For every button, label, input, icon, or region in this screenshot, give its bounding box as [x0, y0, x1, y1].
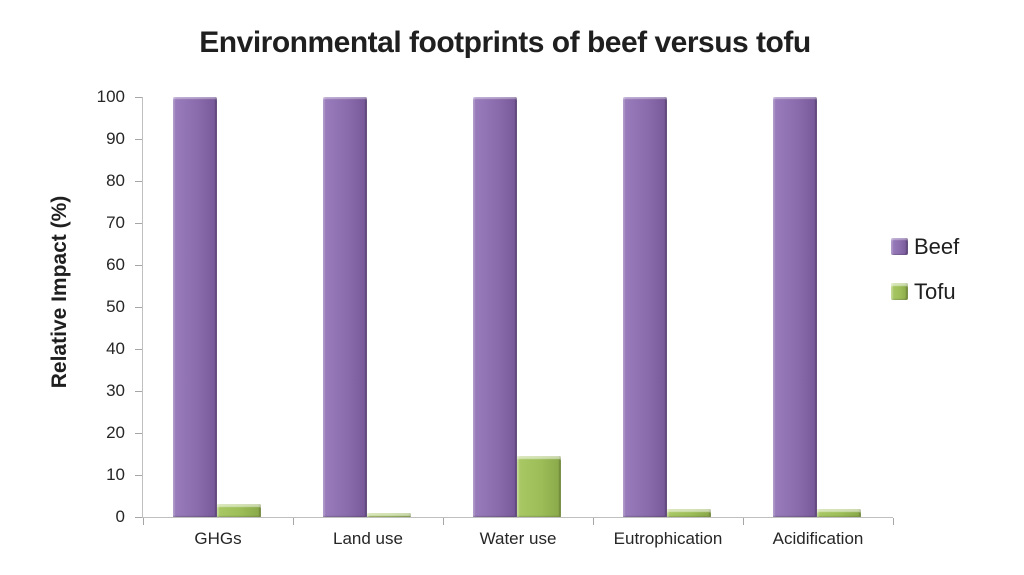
- category-group: [443, 97, 593, 517]
- legend-swatch-beef-icon: [891, 238, 908, 255]
- legend-label: Tofu: [914, 279, 956, 304]
- category-label: Land use: [333, 529, 403, 548]
- y-axis-tick: [135, 222, 142, 224]
- y-tick-label: 60: [106, 255, 125, 274]
- y-tick-label: 100: [96, 87, 125, 106]
- category-group: [143, 97, 293, 517]
- x-axis-tick: [442, 518, 444, 525]
- y-axis-tick: [135, 390, 142, 392]
- category-group: [743, 97, 893, 517]
- legend-item-tofu: Tofu: [891, 279, 959, 304]
- beef-bar: [773, 97, 817, 517]
- y-tick-label: 0: [115, 507, 125, 526]
- beef-bar: [323, 97, 367, 517]
- category-group: [293, 97, 443, 517]
- beef-bar: [623, 97, 667, 517]
- tofu-bar: [517, 456, 561, 517]
- category-label: GHGs: [194, 529, 242, 548]
- tofu-bar: [367, 513, 411, 517]
- legend-swatch-tofu-icon: [891, 283, 908, 300]
- y-tick-label: 80: [106, 171, 125, 190]
- y-axis-tick: [135, 348, 142, 350]
- y-tick-label: 90: [106, 129, 125, 148]
- y-tick-label: 10: [106, 465, 125, 484]
- category-label: Eutrophication: [613, 529, 723, 548]
- category-group: [593, 97, 743, 517]
- legend: Beef Tofu: [891, 234, 960, 328]
- y-axis-tick: [135, 474, 142, 476]
- beef-bar: [473, 97, 517, 517]
- x-axis-line: [142, 517, 893, 518]
- chart-title: Environmental footprints of beef versus …: [199, 26, 811, 59]
- y-tick-label: 70: [106, 213, 125, 232]
- x-axis-tick: [892, 518, 894, 525]
- y-axis-tick: [135, 264, 142, 266]
- tofu-bar: [817, 509, 861, 517]
- y-axis-tick: [135, 96, 142, 98]
- y-axis-tick: [135, 306, 142, 308]
- category-label: Acidification: [772, 529, 864, 548]
- y-axis-tick: [135, 180, 142, 182]
- x-axis-tick: [292, 518, 294, 525]
- y-axis-tick: [135, 138, 142, 140]
- y-axis-tick: [135, 432, 142, 434]
- y-tick-label: 20: [106, 423, 125, 442]
- legend-item-beef: Beef: [891, 234, 960, 259]
- y-tick-label: 40: [106, 339, 125, 358]
- category-label: Water use: [479, 529, 557, 548]
- plot-area: [135, 96, 894, 525]
- tofu-bar: [667, 509, 711, 517]
- tofu-bar: [217, 504, 261, 517]
- legend-label: Beef: [914, 234, 960, 259]
- y-axis-line: [142, 97, 143, 518]
- x-axis-tick: [742, 518, 744, 525]
- x-axis-tick: [142, 518, 144, 525]
- y-tick-label: 50: [106, 297, 125, 316]
- y-tick-label: 30: [106, 381, 125, 400]
- x-axis-tick: [592, 518, 594, 525]
- beef-bar: [173, 97, 217, 517]
- y-axis-tick: [135, 516, 142, 518]
